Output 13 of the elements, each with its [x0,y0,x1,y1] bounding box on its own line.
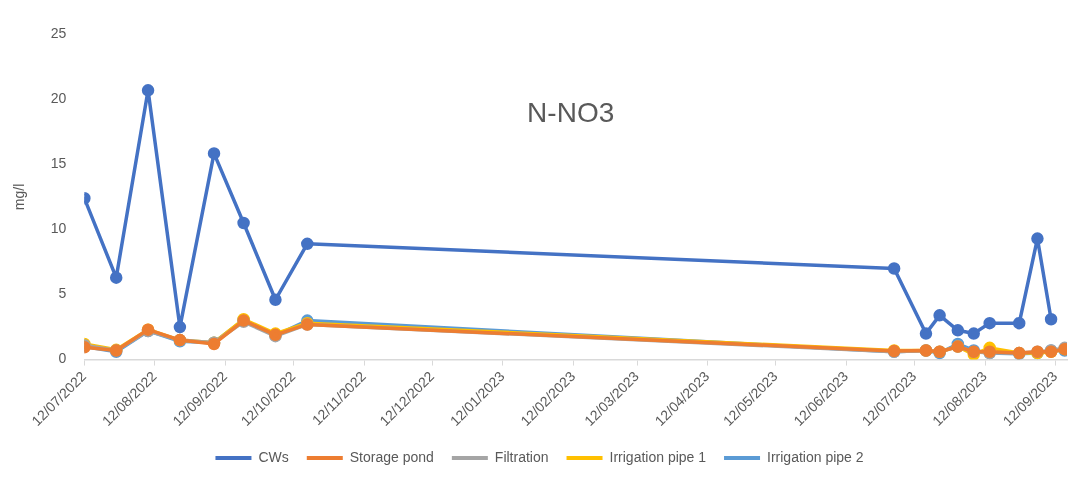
text: N-NO3 [527,97,615,129]
legend-label: CWs [258,448,289,465]
legend-label: Irrigation pipe 2 [767,448,864,465]
y-tick-label: 0 [58,350,67,367]
y-tick-label: 5 [58,285,67,302]
y-axis-title: mg/l [11,183,28,211]
y-tick-label: 15 [50,155,67,172]
legend-label: Filtration [494,448,549,465]
y-tick-label: 20 [50,90,67,107]
legend-label: Irrigation pipe 1 [609,448,707,465]
y-tick-label: 10 [50,220,67,237]
legend-label: Storage pond [349,448,434,465]
y-tick-label: 25 [50,25,67,42]
